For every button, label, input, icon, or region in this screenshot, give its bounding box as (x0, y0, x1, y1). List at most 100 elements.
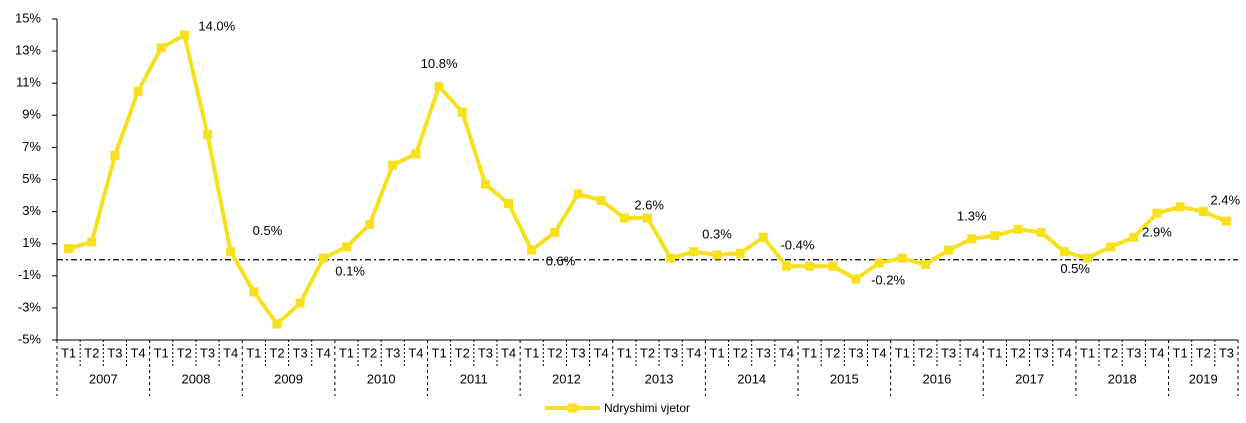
data-label: 0.5% (253, 223, 283, 238)
point-marker (805, 261, 815, 271)
point-marker (156, 43, 166, 53)
point-marker (944, 245, 954, 255)
point-marker (318, 253, 328, 263)
series-line (68, 33, 1228, 326)
x-tick-label: T3 (107, 345, 122, 360)
x-tick-label: T2 (640, 345, 655, 360)
data-label: 0.5% (1060, 261, 1090, 276)
x-tick-label: T1 (895, 345, 910, 360)
x-tick-label: T3 (756, 345, 771, 360)
point-marker (689, 247, 699, 257)
y-tick-label: 3% (22, 203, 41, 218)
legend-marker (568, 403, 577, 413)
data-label: -0.2% (871, 272, 905, 287)
data-label: 2.6% (634, 197, 664, 212)
y-tick-label: 15% (15, 10, 41, 25)
year-label: 2018 (1108, 371, 1137, 386)
point-marker (133, 86, 143, 96)
point-marker (1106, 242, 1116, 252)
year-label: 2007 (89, 371, 118, 386)
x-tick-label: T4 (686, 345, 701, 360)
x-tick-label: T3 (570, 345, 585, 360)
year-label: 2014 (737, 371, 766, 386)
year-label: 2008 (181, 371, 210, 386)
y-tick-label: 11% (16, 75, 41, 90)
point-marker (874, 258, 884, 268)
point-marker (527, 245, 537, 255)
point-marker (990, 231, 1000, 241)
point-marker (179, 30, 189, 40)
y-tick-label: -3% (18, 299, 42, 314)
x-tick-label: T2 (547, 345, 562, 360)
x-tick-label: T1 (1173, 345, 1188, 360)
point-marker (666, 253, 676, 263)
x-tick-label: T3 (385, 345, 400, 360)
point-marker (365, 219, 375, 229)
point-marker (1129, 232, 1139, 242)
point-marker (1059, 247, 1069, 257)
point-marker (920, 260, 930, 270)
year-label: 2017 (1015, 371, 1044, 386)
point-marker (411, 149, 421, 159)
x-tick-label: T4 (316, 345, 331, 360)
data-label: 2.9% (1142, 225, 1172, 240)
point-marker (967, 234, 977, 244)
year-label: 2016 (922, 371, 951, 386)
point-marker (1013, 224, 1023, 234)
year-label: 2010 (367, 371, 396, 386)
point-marker (735, 248, 745, 258)
x-tick-label: T1 (709, 345, 724, 360)
point-marker (619, 213, 629, 223)
x-tick-label: T4 (501, 345, 516, 360)
year-label: 2015 (830, 371, 859, 386)
point-marker (272, 319, 282, 329)
year-label: 2019 (1189, 371, 1218, 386)
year-label: 2013 (645, 371, 674, 386)
point-marker (1175, 202, 1185, 212)
y-tick-label: -1% (18, 267, 42, 282)
x-tick-label: T3 (1219, 345, 1234, 360)
x-tick-label: T4 (130, 345, 145, 360)
point-marker (1036, 227, 1046, 237)
x-tick-label: T1 (802, 345, 817, 360)
x-tick-label: T3 (941, 345, 956, 360)
x-tick-label: T2 (84, 345, 99, 360)
x-tick-label: T4 (223, 345, 238, 360)
point-marker (643, 213, 652, 223)
data-label: 14.0% (198, 18, 235, 33)
data-label: -0.4% (780, 238, 814, 253)
x-tick-label: T1 (987, 345, 1002, 360)
point-marker (596, 195, 606, 205)
y-tick-label: 5% (22, 171, 41, 186)
data-label: 0.3% (702, 226, 732, 241)
point-marker (203, 130, 213, 140)
x-tick-label: T3 (1034, 345, 1049, 360)
x-tick-label: T1 (61, 345, 76, 360)
x-tick-label: T4 (1057, 345, 1072, 360)
x-tick-label: T2 (1103, 345, 1118, 360)
x-tick-label: T2 (918, 345, 933, 360)
point-marker (851, 274, 861, 284)
x-tick-label: T1 (1080, 345, 1095, 360)
year-label: 2011 (460, 371, 488, 386)
y-tick-label: -5% (18, 331, 42, 346)
year-label: 2009 (274, 371, 303, 386)
x-tick-label: T1 (154, 345, 169, 360)
point-marker (504, 199, 514, 209)
point-marker (1082, 253, 1092, 263)
point-marker (828, 261, 838, 271)
point-marker (110, 150, 120, 160)
x-tick-label: T1 (617, 345, 632, 360)
point-marker (341, 242, 351, 252)
point-marker (758, 232, 768, 242)
point-marker (712, 250, 722, 260)
x-tick-label: T2 (825, 345, 840, 360)
data-label: 1.3% (957, 208, 987, 223)
point-marker (388, 160, 398, 170)
point-marker (550, 227, 560, 237)
x-tick-label: T2 (1010, 345, 1025, 360)
point-marker (249, 287, 259, 297)
legend-label: Ndryshimi vjetor (604, 401, 690, 415)
